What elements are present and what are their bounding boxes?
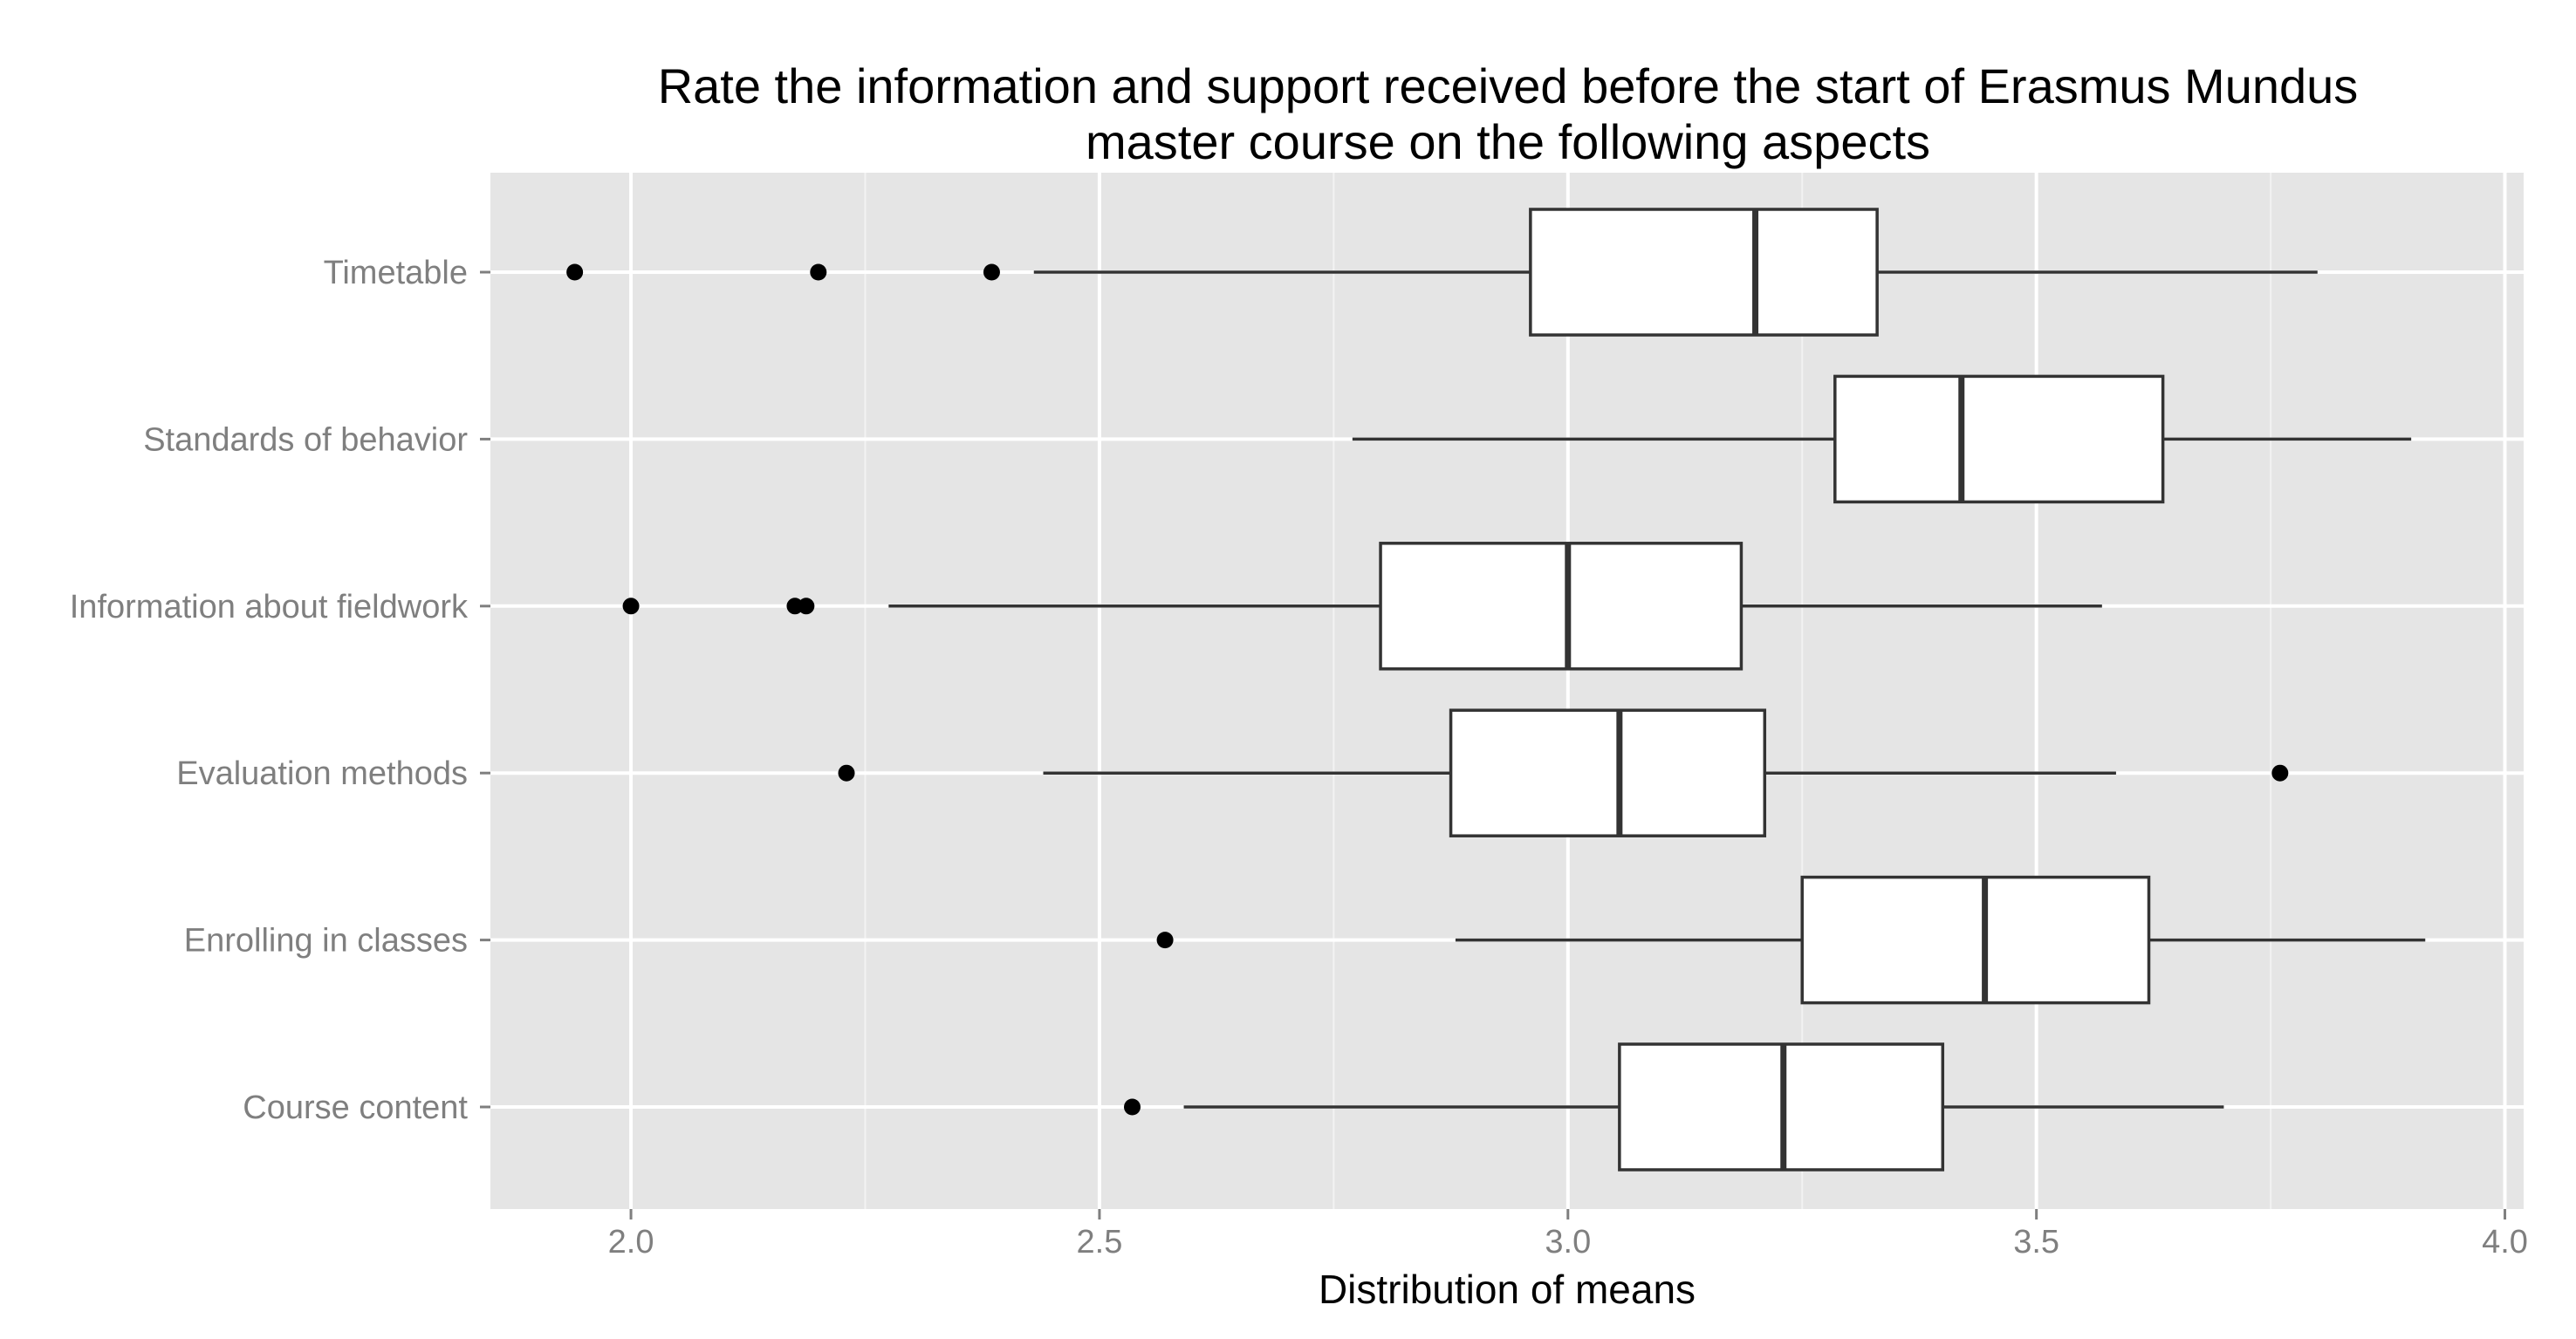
outlier-2-2 xyxy=(798,598,815,615)
category-label-1: Standards of behavior xyxy=(143,421,468,458)
outlier-0-1 xyxy=(810,263,827,281)
outlier-layer xyxy=(566,263,2289,1116)
x-tick-label-2: 3.0 xyxy=(1545,1224,1591,1260)
outlier-0-0 xyxy=(566,263,584,281)
category-label-2: Information about fieldwork xyxy=(70,589,469,625)
x-axis-title: Distribution of means xyxy=(1319,1267,1696,1312)
box-3 xyxy=(1449,708,1767,837)
x-tick-label-1: 2.5 xyxy=(1077,1224,1123,1260)
axis-layer: 2.0 2.5 3.0 3.5 4.0 Timetable Standards of beh… xyxy=(70,255,2528,1260)
category-label-5: Course content xyxy=(243,1090,468,1126)
x-tick-label-4: 4.0 xyxy=(2482,1224,2528,1260)
box-1 xyxy=(1833,374,2165,504)
outlier-3-1 xyxy=(2271,764,2289,782)
category-label-0: Timetable xyxy=(324,255,468,291)
box-0 xyxy=(1529,208,1879,337)
category-label-4: Enrolling in classes xyxy=(184,923,468,960)
chart-title-line-1: Rate the information and support receive… xyxy=(658,58,2359,113)
box-4 xyxy=(1800,875,2151,1005)
x-tick-label-3: 3.5 xyxy=(2013,1224,2059,1260)
box-layer xyxy=(1379,208,2165,1172)
chart-title-line-2: master course on the following aspects xyxy=(1086,114,1930,169)
category-label-3: Evaluation methods xyxy=(176,755,468,792)
x-tick-label-0: 2.0 xyxy=(608,1224,654,1260)
outlier-0-2 xyxy=(983,263,1000,281)
plot-panel xyxy=(490,173,2524,1209)
whisker-layer xyxy=(888,270,2426,1109)
outlier-5-0 xyxy=(1124,1098,1141,1116)
outlier-4-0 xyxy=(1156,932,1174,949)
box-2 xyxy=(1379,542,1744,671)
outlier-3-0 xyxy=(838,764,855,782)
outlier-2-0 xyxy=(622,598,640,615)
